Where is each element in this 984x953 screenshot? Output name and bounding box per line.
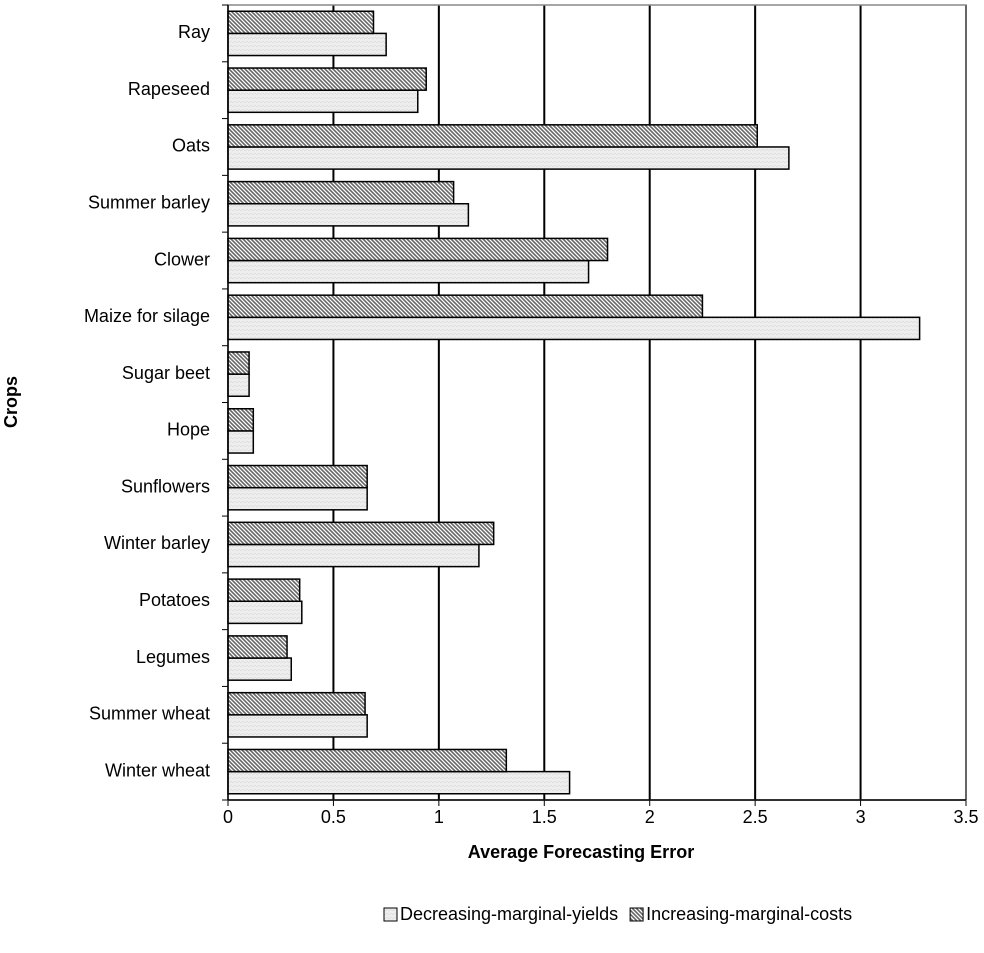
legend-swatch [383,907,398,922]
y-tick-label: Oats [172,136,210,156]
bar [227,657,293,681]
bar [227,259,590,284]
legend-label: Increasing-marginal-costs [646,904,852,924]
legend-swatch [629,907,644,922]
bar [227,316,921,341]
y-tick-label: Maize for silage [84,306,210,326]
bar [227,770,571,795]
x-tick-label: 0.5 [321,807,346,827]
x-tick-label: 2.5 [743,807,768,827]
bar [227,635,288,659]
y-tick-label: Ray [178,22,210,42]
bar [227,67,427,91]
y-tick-label: Sunflowers [121,476,210,496]
bar [227,180,455,205]
bar [227,430,255,454]
bar [227,691,366,716]
bar [227,521,495,546]
x-tick-label: 0 [223,807,233,827]
x-tick-label: 2 [645,807,655,827]
bar [227,351,250,375]
bar [227,32,387,57]
bar [227,10,375,35]
y-tick-label: Winter wheat [105,760,210,780]
bar [227,237,609,262]
y-axis-title: Crops [1,376,21,428]
bar [227,486,368,511]
y-tick-label: Clower [154,249,210,269]
bar [227,407,255,432]
legend-label: Decreasing-marginal-yields [400,904,618,924]
y-tick-label: Legumes [136,647,210,667]
x-axis-title: Average Forecasting Error [468,842,694,862]
bar [227,146,790,170]
bar [227,203,470,227]
bar [227,714,368,738]
bar [227,124,759,148]
y-tick-label: Potatoes [139,590,210,610]
y-tick-label: Summer wheat [89,704,210,724]
bar [227,543,480,568]
y-tick-label: Rapeseed [128,79,210,99]
x-tick-label: 1.5 [532,807,557,827]
bar [227,294,704,319]
x-tick-label: 3 [856,807,866,827]
y-tick-label: Sugar beet [122,363,210,383]
bar [227,578,301,603]
bar [227,89,419,114]
legend: Decreasing-marginal-yields Increasing-mar… [383,904,852,924]
x-tick-label: 3.5 [953,807,978,827]
x-tick-label: 1 [434,807,444,827]
y-tick-label: Hope [167,420,210,440]
bar [227,464,368,489]
y-tick-label: Summer barley [88,193,210,213]
bar [227,748,508,773]
y-tick-label: Winter barley [104,533,210,553]
bar [227,373,250,398]
bar [227,600,303,625]
